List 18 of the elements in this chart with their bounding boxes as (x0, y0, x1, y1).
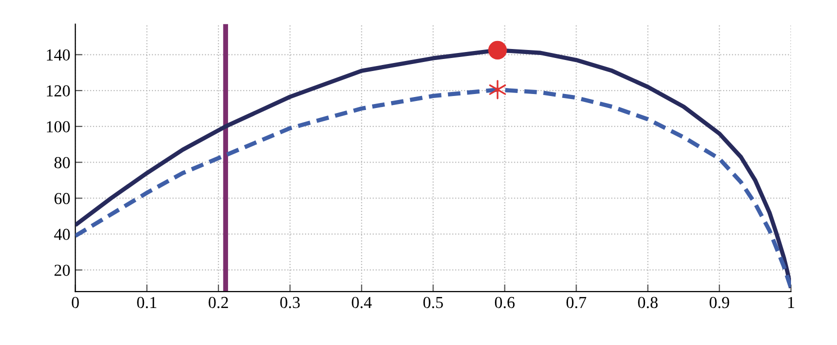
y-tick-label: 120 (46, 85, 70, 96)
y-tick-label: 140 (46, 49, 70, 61)
x-tick-label: 0.6 (494, 296, 515, 308)
x-tick-label: 0.4 (352, 296, 372, 308)
x-tick-label: 0.8 (638, 296, 658, 308)
x-tick-label: 0.7 (566, 296, 586, 308)
y-tick-label: 80 (54, 157, 70, 168)
y-tick-label: 100 (46, 121, 70, 132)
y-tick-label: 20 (54, 264, 70, 276)
x-tick-label: 0 (72, 296, 79, 308)
x-tick-label: 0.3 (280, 296, 300, 308)
x-tick-label: 1 (788, 296, 794, 308)
x-tick-label: 0.2 (208, 296, 228, 308)
x-tick-label: 0.9 (710, 296, 730, 308)
x-tick-label: 0.5 (423, 296, 443, 308)
y-tick-label: 40 (54, 228, 70, 240)
x-tick-label: 0.1 (137, 296, 156, 308)
y-tick-label: 60 (54, 192, 70, 204)
